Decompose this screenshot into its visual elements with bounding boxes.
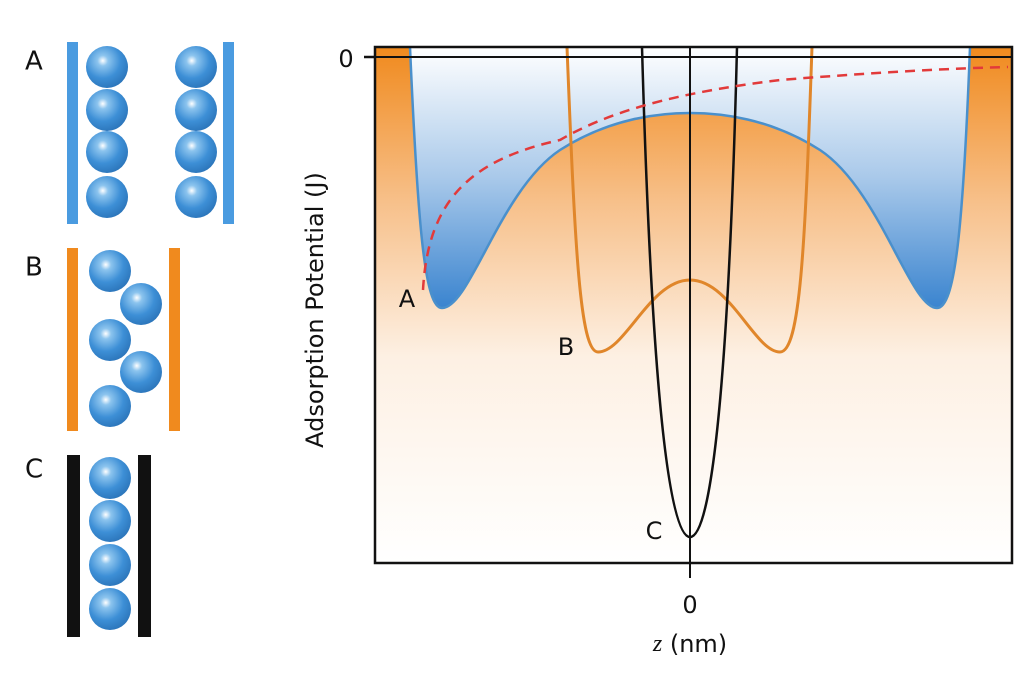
x-variable: z xyxy=(652,631,663,657)
panel-label: C xyxy=(25,455,43,485)
x-unit: (nm) xyxy=(670,630,727,658)
y-axis-label: Adsorption Potential (J) xyxy=(301,172,329,448)
panel-c: C xyxy=(25,455,151,637)
panel-label: B xyxy=(25,253,43,283)
curve-label: A xyxy=(399,285,416,313)
panel-b: B xyxy=(25,248,180,431)
panel-a: A xyxy=(25,42,234,224)
y-tick-label: 0 xyxy=(338,45,353,73)
curve-label: B xyxy=(558,333,574,361)
x-tick-label: 0 xyxy=(682,591,697,619)
curve-label: C xyxy=(646,517,663,545)
panel-label: A xyxy=(25,47,43,77)
x-axis-label: z (nm) xyxy=(652,630,727,658)
plot: 0 0 z (nm) Adsorption Potential (J) A B … xyxy=(301,45,1014,658)
